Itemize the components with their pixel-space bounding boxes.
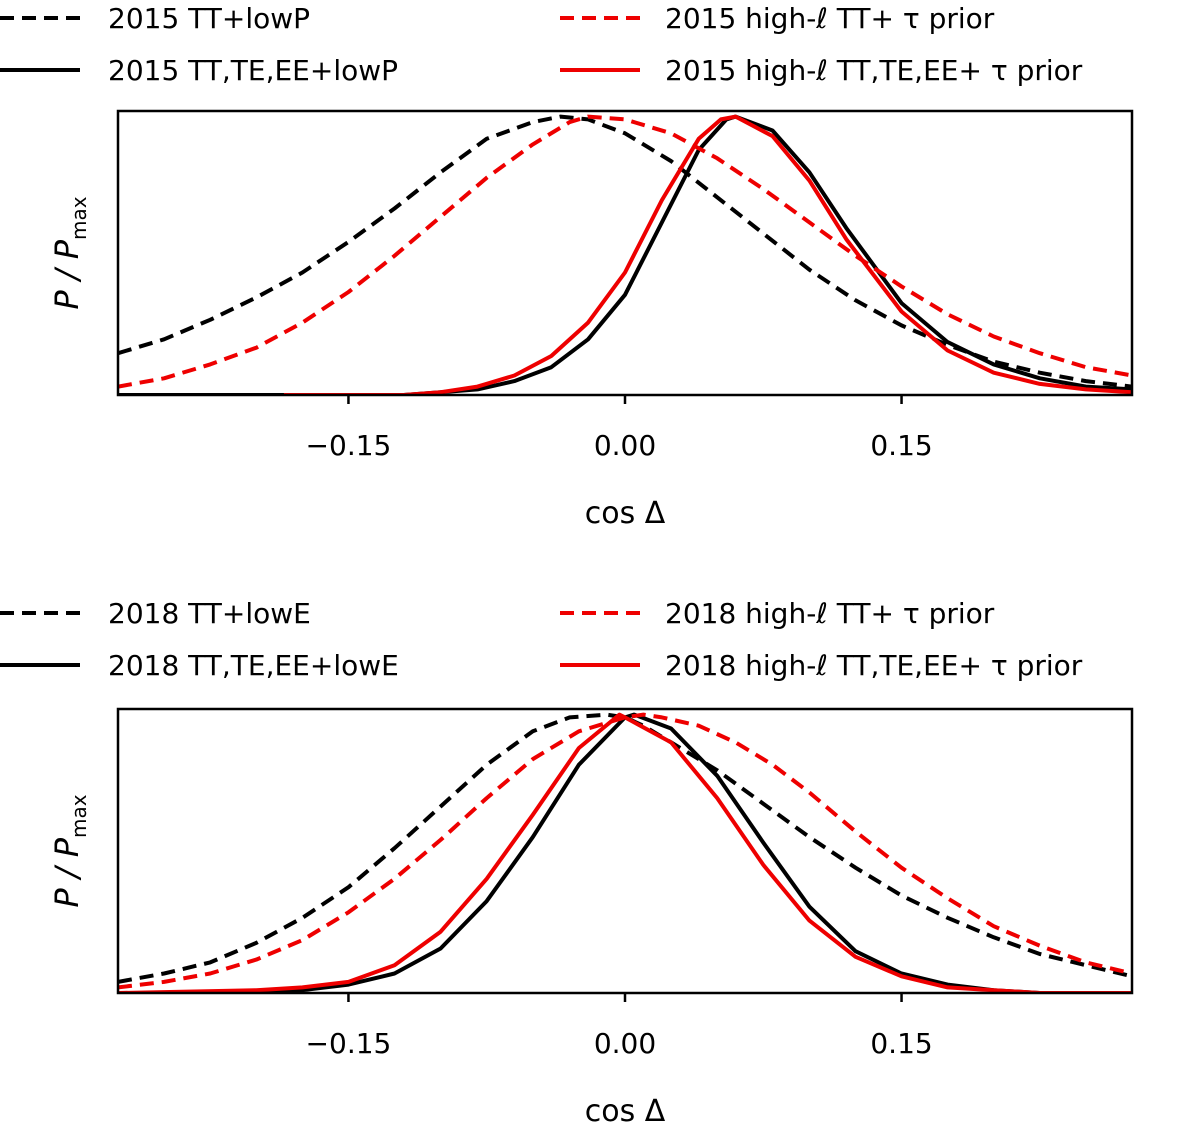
legend-label: 2015 high-ℓ TT+ τ prior [665,2,995,35]
x-tick-label: −0.15 [306,429,392,462]
y-axis-label: P / Pmax [48,794,91,907]
x-tick-label: 0.00 [594,1027,656,1060]
legend-entry: 2018 TT,TE,EE+lowE [0,649,399,682]
x-axis-label: cos Δ [585,1094,666,1125]
legend-entry: 2018 TT+lowE [0,597,311,630]
legend-label: 2018 TT,TE,EE+lowE [108,649,399,682]
series-line-1 [118,114,1132,389]
x-tick-label: −0.15 [306,1027,392,1060]
legend-label: 2018 high-ℓ TT,TE,EE+ τ prior [665,649,1083,682]
y-axis-label-main: P / P [48,239,86,309]
legend-entry: 2018 high-ℓ TT,TE,EE+ τ prior [560,649,1083,682]
y-axis-label-main: P / P [48,837,86,907]
panel-2: 2018 TT+lowE 2018 TT,TE,EE+lowE 2018 high-… [0,597,1134,1125]
x-tick-label: 0.00 [594,429,656,462]
x-tick-label: 0.15 [870,429,932,462]
legend-label: 2018 high-ℓ TT+ τ prior [665,597,995,630]
series-group [118,712,1132,993]
series-line-3 [118,114,1132,389]
legend-entry: 2015 high-ℓ TT+ τ prior [560,2,995,35]
series-line-4 [283,114,1132,395]
panel-1: 2015 TT+lowP 2015 TT,TE,EE+lowP 2015 high-… [0,2,1134,531]
series-group [118,114,1132,395]
x-tick-label: 0.15 [870,1027,932,1060]
y-axis-label-subscript: max [67,196,91,240]
axes-frame [116,109,1134,397]
series-line-1 [118,712,1132,984]
legend-label: 2015 high-ℓ TT,TE,EE+ τ prior [665,54,1083,87]
axes-frame [116,707,1134,995]
legend-label: 2018 TT+lowE [108,597,311,630]
legend-entry: 2015 TT+lowP [0,2,310,35]
y-axis-label-subscript: max [67,794,91,838]
series-line-4 [118,712,1132,993]
y-axis-label: P / Pmax [48,196,91,309]
series-line-2 [118,712,1132,993]
series-line-2 [118,114,1132,395]
legend-entry: 2015 TT,TE,EE+lowP [0,54,398,87]
legend-label: 2015 TT,TE,EE+lowP [108,54,398,87]
legend-entry: 2015 high-ℓ TT,TE,EE+ τ prior [560,54,1083,87]
legend-entry: 2018 high-ℓ TT+ τ prior [560,597,995,630]
x-axis-label: cos Δ [585,496,666,531]
legend-label: 2015 TT+lowP [108,2,310,35]
series-line-3 [118,712,1132,990]
